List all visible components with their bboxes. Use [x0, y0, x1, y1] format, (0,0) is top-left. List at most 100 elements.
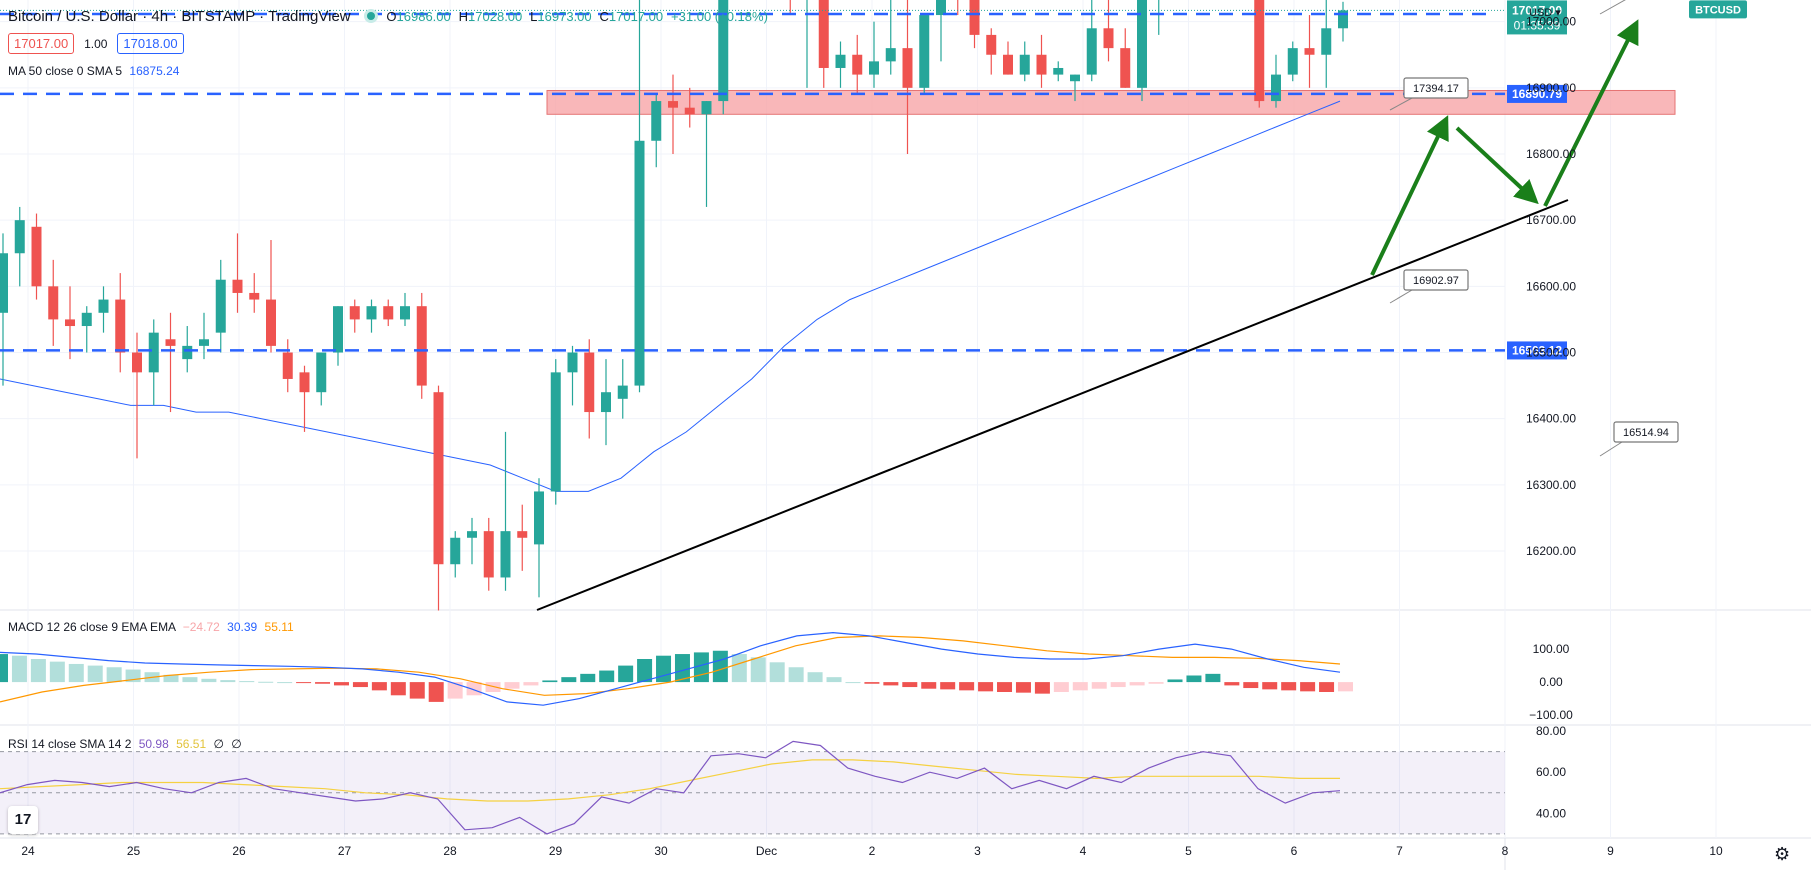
- ohlc-close: C17017.00: [599, 9, 664, 24]
- candle-body: [1254, 0, 1265, 102]
- candle-body: [534, 491, 544, 545]
- macd-histogram-bar: [807, 672, 823, 683]
- macd-histogram-bar: [1110, 682, 1126, 688]
- price-tick-label: 16200.00: [1526, 544, 1576, 558]
- callout-label: 16902.97: [1413, 275, 1459, 287]
- rsi-value: 50.98: [138, 737, 169, 751]
- callout-pointer: [1599, 0, 1626, 15]
- price-tick-label: 16400.00: [1526, 412, 1576, 426]
- price-axis[interactable]: 16200.00 16300.00 16400.00 16500.00 16600.00…: [1526, 7, 1576, 558]
- macd-histogram-bar: [902, 682, 918, 688]
- candle-body: [1019, 54, 1030, 75]
- candle-body: [65, 319, 75, 327]
- candle-body: [584, 352, 595, 413]
- macd-histogram-bar: [1129, 682, 1145, 686]
- macd-pane: 100.00 0.00 −100.00: [0, 631, 1573, 722]
- macd-histogram-bar: [11, 655, 27, 683]
- macd-histogram-bar: [504, 682, 520, 689]
- sell-button[interactable]: 17017.00: [8, 33, 75, 54]
- rsi-sma-line: [0, 759, 1340, 802]
- time-tick-label: 30: [654, 844, 668, 858]
- candle-body: [1321, 28, 1332, 55]
- ma-legend[interactable]: MA 50 close 0 SMA 5 16875.24: [8, 64, 179, 78]
- callout-label: 17394.17: [1413, 83, 1459, 95]
- currency-label: USD ▾: [1529, 7, 1561, 19]
- macd-histogram-bar: [921, 682, 937, 689]
- macd-histogram-bar: [1091, 682, 1107, 689]
- macd-histogram-bar: [656, 655, 672, 683]
- price-tick-label: 16700.00: [1526, 213, 1576, 227]
- time-axis[interactable]: 24 25 26 27 28 29 30 Dec 2 3 4 5 6 7 8 9 10: [21, 844, 1723, 858]
- gear-icon[interactable]: ⚙: [1774, 844, 1791, 864]
- macd-histogram-bar: [1186, 675, 1202, 683]
- candle-body: [1304, 48, 1315, 55]
- candle-body: [1086, 28, 1097, 75]
- rsi-line: [0, 740, 1341, 835]
- macd-tick-label: 0.00: [1539, 675, 1563, 689]
- candle-body: [869, 61, 879, 75]
- spread-value: 1.00: [84, 37, 108, 51]
- macd-histogram-bar: [1015, 682, 1031, 693]
- candle-body: [433, 392, 444, 565]
- time-tick-label: 9: [1607, 844, 1614, 858]
- candle-body: [1137, 0, 1147, 88]
- macd-histogram-bar: [1205, 673, 1221, 683]
- drawings: 17394.17 16902.97 16514.94: [536, 0, 1679, 611]
- candle-body: [215, 279, 226, 333]
- macd-histogram-bar: [580, 673, 596, 683]
- macd-tick-label: 100.00: [1533, 642, 1570, 656]
- macd-histogram-bar: [845, 682, 861, 684]
- tradingview-logo-icon[interactable]: 17: [8, 806, 38, 834]
- macd-histogram-bar: [1281, 682, 1297, 691]
- time-tick-label: 4: [1080, 844, 1087, 858]
- candle-body: [266, 299, 276, 346]
- candle-body: [936, 0, 946, 16]
- callout-label: 16514.94: [1623, 427, 1669, 439]
- candle-body: [818, 0, 829, 68]
- candle-body: [1070, 74, 1080, 82]
- price-tick-label: 16900.00: [1526, 81, 1576, 95]
- macd-histogram-bar: [201, 678, 217, 683]
- macd-legend[interactable]: MACD 12 26 close 9 EMA EMA −24.72 30.39 …: [8, 620, 294, 634]
- rsi-tick-label: 60.00: [1536, 765, 1566, 779]
- candle-body: [701, 101, 712, 115]
- macd-label: MACD 12 26 close 9 EMA EMA: [8, 620, 176, 634]
- macd-histogram-bar: [68, 663, 84, 683]
- projection-arrow: [1370, 115, 1449, 276]
- callout-pointer: [1599, 441, 1623, 457]
- ma50-line: [0, 100, 1341, 492]
- macd-histogram-bar: [978, 682, 994, 692]
- candle-body: [1287, 48, 1298, 75]
- buy-button[interactable]: 17018.00: [117, 33, 184, 54]
- macd-tick-label: −100.00: [1529, 708, 1573, 722]
- candle-body: [986, 34, 997, 55]
- time-tick-label: 2: [869, 844, 876, 858]
- macd-histogram-bar: [87, 665, 103, 683]
- time-tick-label: 10: [1709, 844, 1723, 858]
- candle-body: [718, 0, 729, 102]
- symbol-title[interactable]: Bitcoin / U.S. Dollar · 4h · BITSTAMP · …: [8, 8, 351, 25]
- ohlc-low: L16973.00: [530, 9, 592, 24]
- price-tick-label: 16800.00: [1526, 147, 1576, 161]
- macd-signal-line: [0, 635, 1341, 703]
- macd-signal-value: 55.11: [264, 620, 294, 634]
- candle-body: [651, 101, 662, 141]
- macd-histogram-bar: [883, 682, 899, 686]
- macd-histogram-bar: [1053, 682, 1069, 692]
- current-price-tag: [1507, 0, 1567, 35]
- time-tick-label: 24: [21, 844, 35, 858]
- macd-hist-value: −24.72: [182, 620, 220, 634]
- trade-buttons: 17017.00 1.00 17018.00: [8, 33, 184, 54]
- rsi-legend[interactable]: RSI 14 close SMA 14 2 50.98 56.51 ∅ ∅: [8, 737, 242, 751]
- macd-histogram-bar: [333, 682, 349, 686]
- time-tick-label: 6: [1291, 844, 1298, 858]
- macd-histogram-bar: [163, 674, 179, 683]
- macd-histogram-bar: [106, 667, 122, 683]
- candle-body: [500, 531, 511, 578]
- candle-body: [98, 299, 109, 313]
- price-tick-label: 16600.00: [1526, 279, 1576, 293]
- macd-histogram-bar: [1243, 682, 1259, 689]
- macd-histogram-bar: [0, 654, 8, 683]
